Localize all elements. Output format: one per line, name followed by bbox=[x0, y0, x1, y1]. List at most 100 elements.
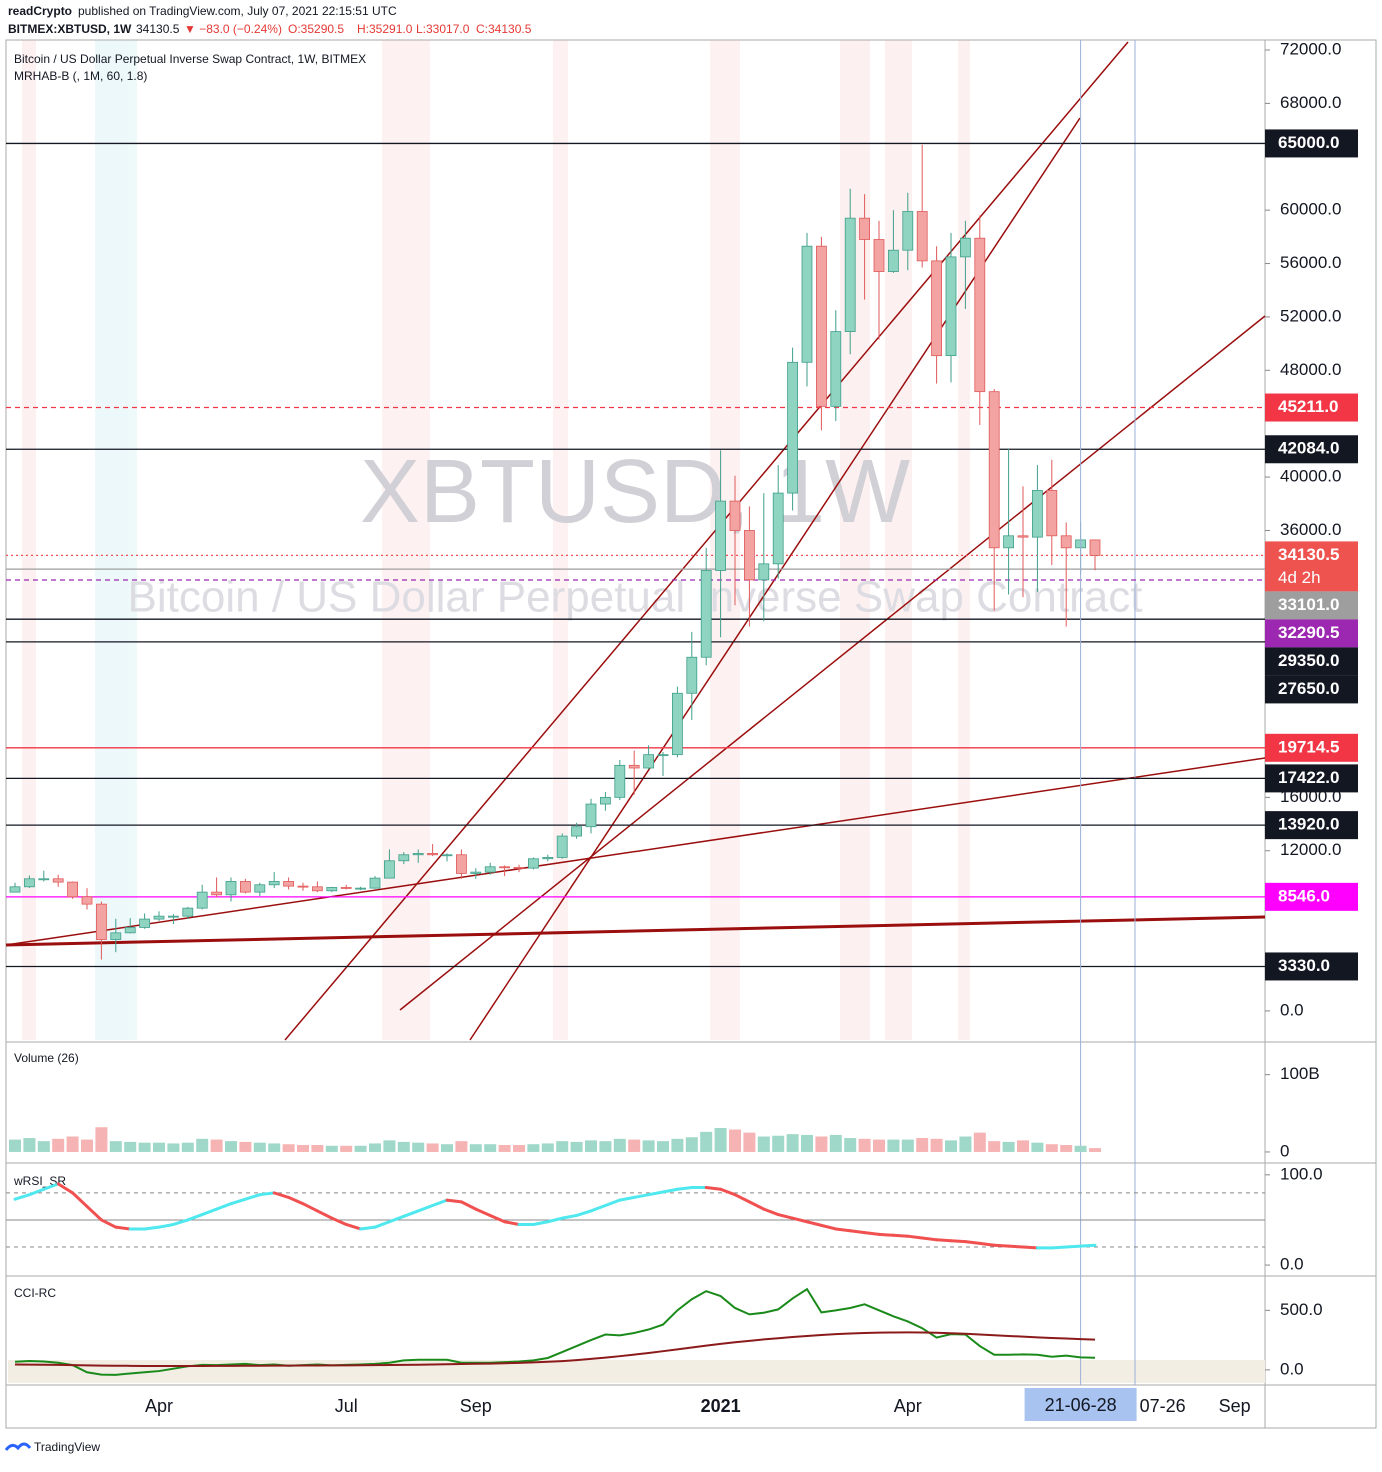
x-tick-label: Apr bbox=[894, 1396, 922, 1416]
level-label-box bbox=[1265, 811, 1358, 840]
level-label-box bbox=[1265, 952, 1358, 981]
volume-bar bbox=[815, 1136, 828, 1152]
y-tick-label: 48000.0 bbox=[1280, 360, 1341, 379]
candle-body bbox=[960, 237, 971, 258]
level-label: 33101.0 bbox=[1278, 595, 1339, 614]
candle-body bbox=[614, 764, 626, 798]
watermark: Bitcoin / US Dollar Perpetual Inverse Sw… bbox=[128, 573, 1143, 622]
volume-bar bbox=[772, 1135, 785, 1152]
rsi-line bbox=[56, 1182, 75, 1195]
volume-bar bbox=[9, 1139, 21, 1152]
cci-title: CCI-RC bbox=[14, 1286, 56, 1300]
rsi-line bbox=[359, 1225, 377, 1231]
candle-body bbox=[326, 887, 338, 892]
candle-body bbox=[470, 871, 482, 874]
rsi-line bbox=[1064, 1244, 1083, 1249]
candle-body bbox=[672, 692, 683, 756]
rsi-line bbox=[459, 1200, 478, 1211]
rsi-line bbox=[229, 1197, 247, 1206]
candle-body bbox=[528, 858, 539, 869]
rsi-line bbox=[963, 1240, 982, 1245]
ohlc: L:33017.0 bbox=[416, 22, 470, 36]
volume-bar bbox=[916, 1138, 929, 1152]
level-label-box bbox=[1265, 764, 1358, 793]
rsi-line bbox=[13, 1193, 31, 1201]
rsi-line bbox=[848, 1229, 867, 1235]
x-tick-label: Apr bbox=[145, 1396, 173, 1416]
volume-bar bbox=[469, 1144, 482, 1152]
level-label-box bbox=[1265, 675, 1358, 704]
candle-body bbox=[225, 881, 237, 896]
rsi-line bbox=[1021, 1245, 1039, 1250]
volume-bar bbox=[282, 1144, 295, 1152]
countdown: 4d 2h bbox=[1278, 568, 1321, 587]
candle-body bbox=[628, 764, 640, 769]
candle-body bbox=[484, 866, 496, 873]
rsi-line bbox=[546, 1216, 564, 1224]
candle-body bbox=[916, 211, 928, 262]
volume-bar bbox=[354, 1145, 367, 1152]
volume-bar bbox=[311, 1145, 324, 1152]
volume-bar bbox=[426, 1143, 439, 1152]
candle-body bbox=[23, 878, 35, 888]
level-label: 3330.0 bbox=[1278, 956, 1330, 975]
rsi-line bbox=[171, 1218, 190, 1226]
rsi-line bbox=[531, 1220, 550, 1226]
rsi-line bbox=[891, 1233, 910, 1238]
level-label-box bbox=[1265, 882, 1358, 911]
candle-body bbox=[153, 915, 165, 920]
level-label-box bbox=[1265, 591, 1358, 620]
ohlc: O:35290.5 bbox=[288, 22, 344, 36]
volume-bar bbox=[412, 1142, 425, 1152]
rsi-line bbox=[632, 1193, 651, 1199]
candle-body bbox=[945, 256, 957, 357]
volume-bar bbox=[196, 1138, 209, 1152]
volume-bar bbox=[1089, 1148, 1101, 1152]
rsi-line bbox=[776, 1213, 795, 1220]
candle-body bbox=[340, 887, 352, 889]
rsi-line bbox=[287, 1195, 305, 1206]
rsi-line bbox=[416, 1204, 435, 1213]
crosshair-label: 21-06-28 bbox=[1045, 1395, 1117, 1415]
volume-bar bbox=[959, 1136, 972, 1152]
volume-bar bbox=[167, 1143, 180, 1152]
candle-body bbox=[52, 878, 64, 883]
candle-body bbox=[1003, 535, 1014, 549]
candle-body bbox=[297, 885, 309, 888]
volume-bar bbox=[181, 1142, 194, 1152]
level-label: 34130.5 bbox=[1278, 545, 1339, 564]
candle-body bbox=[988, 391, 1000, 549]
y-tick-label: 0.0 bbox=[1280, 1359, 1304, 1378]
y-tick-label: 40000.0 bbox=[1280, 467, 1341, 486]
rsi-line bbox=[503, 1220, 521, 1226]
volume-bar bbox=[599, 1141, 612, 1152]
volume-bar bbox=[556, 1141, 569, 1152]
rsi-line bbox=[27, 1187, 46, 1197]
rsi-line bbox=[402, 1209, 420, 1218]
candle-body bbox=[902, 211, 914, 251]
frame bbox=[5, 39, 1377, 1429]
rsi-line bbox=[71, 1191, 89, 1208]
rsi-line bbox=[834, 1227, 852, 1233]
rsi-line bbox=[445, 1198, 463, 1204]
candle-body bbox=[542, 857, 554, 860]
y-tick-label: 36000.0 bbox=[1280, 520, 1341, 539]
volume-bar bbox=[671, 1138, 684, 1152]
volume-bar bbox=[37, 1141, 50, 1152]
y-tick-label: 500.0 bbox=[1280, 1300, 1323, 1319]
cci-band bbox=[8, 1360, 1265, 1383]
rsi-line bbox=[99, 1218, 118, 1229]
rsi-line bbox=[819, 1223, 838, 1231]
volume-bar bbox=[527, 1144, 540, 1152]
rsi-line bbox=[733, 1193, 751, 1204]
candle-body bbox=[772, 492, 784, 565]
volume-bar bbox=[441, 1144, 453, 1152]
volume-bar bbox=[729, 1129, 741, 1152]
volume-bar bbox=[239, 1141, 252, 1152]
candle-body bbox=[600, 796, 611, 805]
candle-body bbox=[268, 881, 280, 886]
chart-title: Bitcoin / US Dollar Perpetual Inverse Sw… bbox=[14, 52, 366, 66]
candle-body bbox=[571, 826, 582, 837]
volume-bar bbox=[743, 1132, 756, 1152]
